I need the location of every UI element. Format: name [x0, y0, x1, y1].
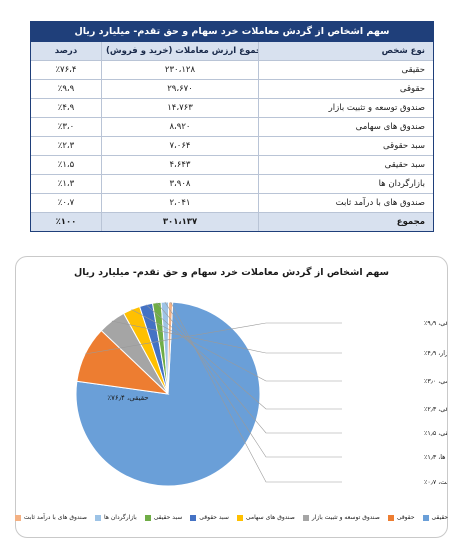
data-label-4: سبد حقوقی، ۲٫۳٪ — [424, 406, 447, 413]
cell-value: ۳،۹۰۸ — [101, 174, 259, 194]
legend-label-2: صندوق توسعه و تثبیت بازار — [311, 514, 380, 521]
cell-percent: ٪۷۶،۴ — [31, 60, 102, 80]
cell-value: ۸،۹۲۰ — [101, 117, 259, 137]
share-table: سهم اشخاص از گردش معاملات خرد سهام و حق … — [30, 21, 434, 232]
legend-item-0: حقیقی — [422, 514, 449, 521]
legend-swatch-7 — [14, 514, 21, 521]
data-label-6: بازارگردان ها، ۱٫۳٪ — [424, 453, 447, 461]
cell-type: صندوق های با درآمد ثابت — [258, 193, 433, 213]
data-label-3: صندوق های سهامی، ۳٫۰٪ — [424, 378, 447, 385]
legend-item-7: صندوق های با درآمد ثابت — [14, 514, 87, 521]
leader-line-4 — [145, 304, 342, 410]
legend-swatch-3 — [236, 514, 243, 521]
table-row: ٪۱،۵ ۴،۶۴۳ سبد حقیقی — [31, 155, 433, 175]
cell-type: صندوق توسعه و تثبیت بازار — [258, 98, 433, 118]
pie-chart-panel: سهم اشخاص از گردش معاملات خرد سهام و حق … — [14, 256, 448, 538]
legend-item-4: سبد حقوقی — [190, 514, 229, 521]
table-row: ٪۴،۹ ۱۴،۷۶۳ صندوق توسعه و تثبیت بازار — [31, 98, 433, 118]
data-label-1: حقوقی، ۹٫۹٪ — [424, 320, 447, 327]
legend-label-7: صندوق های با درآمد ثابت — [23, 514, 87, 521]
legend-swatch-4 — [190, 514, 197, 521]
cell-value: ۷،۰۶۴ — [101, 136, 259, 156]
chart-title: سهم اشخاص از گردش معاملات خرد سهام و حق … — [74, 267, 389, 278]
table-row: ٪۲،۳ ۷،۰۶۴ سبد حقوقی — [31, 136, 433, 156]
table-row: ٪۰،۷ ۲،۰۴۱ صندوق های با درآمد ثابت — [31, 193, 433, 213]
table-row: ٪۹،۹ ۲۹،۶۷۰ حقوقی — [31, 79, 433, 99]
cell-value: ۱۴،۷۶۳ — [101, 98, 259, 118]
leader-line-1 — [85, 322, 342, 355]
cell-value: ۲،۰۴۱ — [101, 193, 259, 213]
leader-line-2 — [111, 320, 342, 354]
legend-swatch-1 — [387, 514, 394, 521]
cell-type: بازارگردان ها — [258, 174, 433, 194]
legend-label-6: بازارگردان ها — [103, 514, 137, 521]
table-row: ٪۱،۳ ۳،۹۰۸ بازارگردان ها — [31, 174, 433, 194]
total-label: مجموع — [258, 212, 433, 231]
header-type: نوع شخص — [258, 42, 433, 61]
header-percent: درصد — [31, 42, 102, 61]
table-row: ٪۳،۰ ۸،۹۲۰ صندوق های سهامی — [31, 117, 433, 137]
legend-label-1: حقوقی — [396, 514, 415, 521]
pie-chart: حقیقی، ۷۶٫۴٪ حقوقی، ۹٫۹٪ صندوق توسعه و تثب… — [75, 301, 447, 487]
legend-swatch-0 — [422, 514, 429, 521]
cell-percent: ٪۳،۰ — [31, 117, 102, 137]
leader-line-3 — [131, 309, 342, 382]
leader-line-5 — [156, 302, 342, 434]
legend-item-5: سبد حقیقی — [144, 514, 183, 521]
table-row: ٪۷۶،۴ ۲۳۰،۱۲۸ حقیقی — [31, 60, 433, 80]
legend-swatch-5 — [144, 514, 151, 521]
cell-type: حقیقی — [258, 60, 433, 80]
cell-value: ۴،۶۴۳ — [101, 155, 259, 175]
cell-percent: ٪۱،۳ — [31, 174, 102, 194]
table-header-row: درصد مجموع ارزش معاملات (خرید و فروش) نو… — [31, 42, 433, 61]
cell-percent: ٪۴،۹ — [31, 98, 102, 118]
cell-value: ۲۹،۶۷۰ — [101, 79, 259, 99]
table-title: سهم اشخاص از گردش معاملات خرد سهام و حق … — [31, 22, 433, 42]
cell-type: حقوقی — [258, 79, 433, 99]
data-table: درصد مجموع ارزش معاملات (خرید و فروش) نو… — [31, 42, 433, 231]
legend-swatch-6 — [94, 514, 101, 521]
data-label-5: سبد حقیقی، ۱٫۵٪ — [424, 430, 447, 437]
cell-value: ۲۳۰،۱۲۸ — [101, 60, 259, 80]
legend-label-5: سبد حقیقی — [153, 514, 183, 521]
total-value: ۳۰۱،۱۳۷ — [101, 212, 259, 231]
leader-line-6 — [164, 301, 342, 458]
leader-line-7 — [170, 301, 342, 483]
legend-item-6: بازارگردان ها — [94, 514, 137, 521]
legend-item-1: حقوقی — [387, 514, 415, 521]
legend-swatch-2 — [302, 514, 309, 521]
legend-item-3: صندوق های سهامی — [236, 514, 295, 521]
cell-percent: ٪۰،۷ — [31, 193, 102, 213]
cell-percent: ٪۹،۹ — [31, 79, 102, 99]
header-value: مجموع ارزش معاملات (خرید و فروش) — [101, 42, 259, 61]
legend-label-0: حقیقی — [431, 514, 449, 521]
data-label-0: حقیقی، ۷۶٫۴٪ — [107, 394, 148, 402]
cell-type: سبد حقیقی — [258, 155, 433, 175]
data-label-7: صندوق های با درآمد ثابت، ۰٫۷٪ — [424, 477, 447, 486]
legend-label-4: سبد حقوقی — [199, 514, 229, 521]
table-total-row: ٪۱۰۰ ۳۰۱،۱۳۷ مجموع — [31, 212, 433, 231]
cell-type: سبد حقوقی — [258, 136, 433, 156]
chart-legend: حقیقی حقوقی صندوق توسعه و تثبیت بازار صندوق… — [14, 514, 448, 521]
cell-type: صندوق های سهامی — [258, 117, 433, 137]
cell-percent: ٪۱،۵ — [31, 155, 102, 175]
cell-percent: ٪۲،۳ — [31, 136, 102, 156]
legend-label-3: صندوق های سهامی — [245, 514, 295, 521]
total-percent: ٪۱۰۰ — [31, 212, 102, 231]
data-label-2: صندوق توسعه و تثبیت بازار، ۴٫۹٪ — [424, 350, 447, 357]
legend-item-2: صندوق توسعه و تثبیت بازار — [302, 514, 380, 521]
